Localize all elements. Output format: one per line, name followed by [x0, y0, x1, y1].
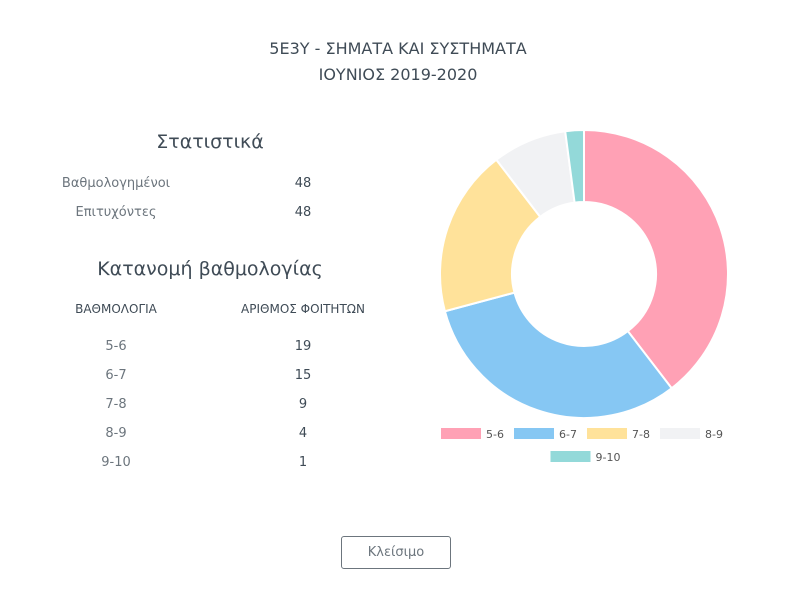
table-row-grade: 9-10: [101, 455, 131, 470]
passed-value: 48: [294, 205, 312, 220]
slice-9-10: [564, 128, 585, 204]
legend-item-9-10[interactable]: 9-10: [550, 451, 621, 464]
close-button[interactable]: Κλείσιμο: [341, 536, 451, 569]
table-row-count: 1: [298, 455, 308, 470]
legend-swatch: [660, 428, 700, 439]
distribution-heading: Κατανομή βαθμολογίας: [97, 258, 323, 280]
table-row-count: 9: [298, 397, 308, 412]
legend-swatch: [441, 428, 481, 439]
legend-item-7-8[interactable]: 7-8: [587, 428, 650, 441]
legend-swatch: [514, 428, 554, 439]
course-title: 5Ε3Υ - ΣΗΜΑΤΑ ΚΑΙ ΣΥΣΤΗΜΑΤΑ: [269, 39, 527, 58]
legend-item-5-6[interactable]: 5-6: [441, 428, 504, 441]
table-row-count: 4: [298, 426, 308, 441]
grade-distribution-chart: 5-6 6-7 7-8 8-9 9-10: [420, 110, 750, 480]
graded-label: Βαθμολογημένοι: [61, 176, 171, 191]
table-row-count: 15: [294, 368, 312, 383]
legend-item-6-7[interactable]: 6-7: [514, 428, 577, 441]
legend-item-8-9[interactable]: 8-9: [660, 428, 723, 441]
slice-5-6: [583, 128, 729, 390]
table-row-count: 19: [294, 339, 312, 354]
graded-value: 48: [294, 176, 312, 191]
legend-swatch: [587, 428, 627, 439]
slice-6-7: [443, 291, 674, 419]
table-row-grade: 8-9: [105, 426, 127, 441]
exam-period: ΙΟΥΝΙΟΣ 2019-2020: [318, 65, 478, 84]
count-column-header: ΑΡΙΘΜΟΣ ΦΟΙΤΗΤΩΝ: [241, 302, 365, 316]
table-row-grade: 6-7: [105, 368, 127, 383]
slice-7-8: [439, 158, 542, 313]
donut-chart-svg: 5-6 6-7 7-8 8-9 9-10: [439, 128, 729, 464]
passed-label: Επιτυχόντες: [75, 205, 157, 220]
grade-column-header: ΒΑΘΜΟΛΟΓΙΑ: [75, 302, 157, 316]
stats-heading: Στατιστικά: [156, 131, 264, 153]
legend-label: 5-6: [486, 428, 504, 441]
legend-label: 6-7: [559, 428, 577, 441]
table-row-grade: 5-6: [105, 339, 127, 354]
legend-label: 7-8: [632, 428, 650, 441]
legend-swatch: [550, 451, 591, 462]
table-row-grade: 7-8: [105, 397, 127, 412]
legend-label: 8-9: [705, 428, 723, 441]
legend-label: 9-10: [596, 451, 621, 464]
